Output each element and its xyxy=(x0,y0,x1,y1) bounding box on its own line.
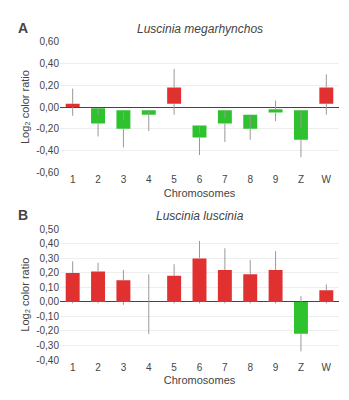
svg-text:4: 4 xyxy=(146,362,152,373)
svg-text:A: A xyxy=(18,20,28,36)
svg-text:0,10: 0,10 xyxy=(40,282,60,293)
svg-text:9: 9 xyxy=(273,362,279,373)
svg-text:0,30: 0,30 xyxy=(40,253,60,264)
svg-text:9: 9 xyxy=(273,174,279,185)
svg-text:0,50: 0,50 xyxy=(40,224,60,235)
svg-text:0,60: 0,60 xyxy=(40,36,60,47)
svg-text:4: 4 xyxy=(146,174,152,185)
svg-text:0,40: 0,40 xyxy=(40,238,60,249)
svg-text:1: 1 xyxy=(70,362,76,373)
svg-text:B: B xyxy=(18,207,28,223)
svg-text:0,20: 0,20 xyxy=(40,267,60,278)
svg-text:-0,20: -0,20 xyxy=(36,123,59,134)
svg-text:-0,30: -0,30 xyxy=(36,340,59,351)
svg-text:7: 7 xyxy=(222,362,228,373)
svg-text:-0,40: -0,40 xyxy=(36,355,59,366)
svg-text:6: 6 xyxy=(197,362,203,373)
svg-text:2: 2 xyxy=(95,362,101,373)
svg-text:Log₂ color ratio: Log₂ color ratio xyxy=(19,258,31,332)
svg-text:7: 7 xyxy=(222,174,228,185)
svg-text:W: W xyxy=(322,362,332,373)
svg-text:W: W xyxy=(322,174,332,185)
svg-text:5: 5 xyxy=(171,362,177,373)
svg-text:Luscinia megarhynchos: Luscinia megarhynchos xyxy=(137,22,263,36)
svg-text:Luscinia luscinia: Luscinia luscinia xyxy=(156,209,244,223)
svg-text:5: 5 xyxy=(171,174,177,185)
svg-text:0,40: 0,40 xyxy=(40,58,60,69)
svg-text:0,00: 0,00 xyxy=(40,296,60,307)
svg-text:Chromosomes: Chromosomes xyxy=(164,374,236,386)
svg-text:-0,60: -0,60 xyxy=(36,167,59,178)
svg-text:-0,10: -0,10 xyxy=(36,311,59,322)
svg-text:0,20: 0,20 xyxy=(40,80,60,91)
svg-text:Z: Z xyxy=(298,174,304,185)
svg-text:8: 8 xyxy=(247,174,253,185)
svg-text:-0,40: -0,40 xyxy=(36,145,59,156)
svg-text:Log₂ color ratio: Log₂ color ratio xyxy=(19,70,31,144)
svg-text:6: 6 xyxy=(197,174,203,185)
svg-text:3: 3 xyxy=(121,174,127,185)
svg-text:2: 2 xyxy=(95,174,101,185)
svg-text:-0,20: -0,20 xyxy=(36,325,59,336)
svg-text:8: 8 xyxy=(247,362,253,373)
svg-text:3: 3 xyxy=(121,362,127,373)
svg-text:0,00: 0,00 xyxy=(40,102,60,113)
svg-text:Chromosomes: Chromosomes xyxy=(164,187,236,199)
svg-text:Z: Z xyxy=(298,362,304,373)
svg-text:1: 1 xyxy=(70,174,76,185)
